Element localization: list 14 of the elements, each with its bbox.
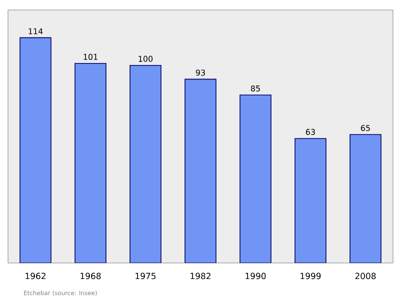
bar — [74, 62, 106, 264]
bar — [130, 64, 162, 264]
bar — [240, 94, 272, 264]
bar — [294, 138, 326, 264]
bar — [184, 78, 216, 264]
x-tick-label: 1962 — [26, 272, 46, 280]
x-tick-label: 1975 — [136, 272, 156, 280]
bar — [350, 134, 382, 264]
x-tick-label: 2008 — [355, 272, 376, 280]
x-tick-label: 1999 — [300, 272, 321, 280]
x-tick-label: 1990 — [246, 272, 266, 280]
x-tick-label: 1968 — [80, 272, 101, 280]
bar — [20, 37, 52, 264]
x-tick-label: 1982 — [190, 272, 210, 280]
